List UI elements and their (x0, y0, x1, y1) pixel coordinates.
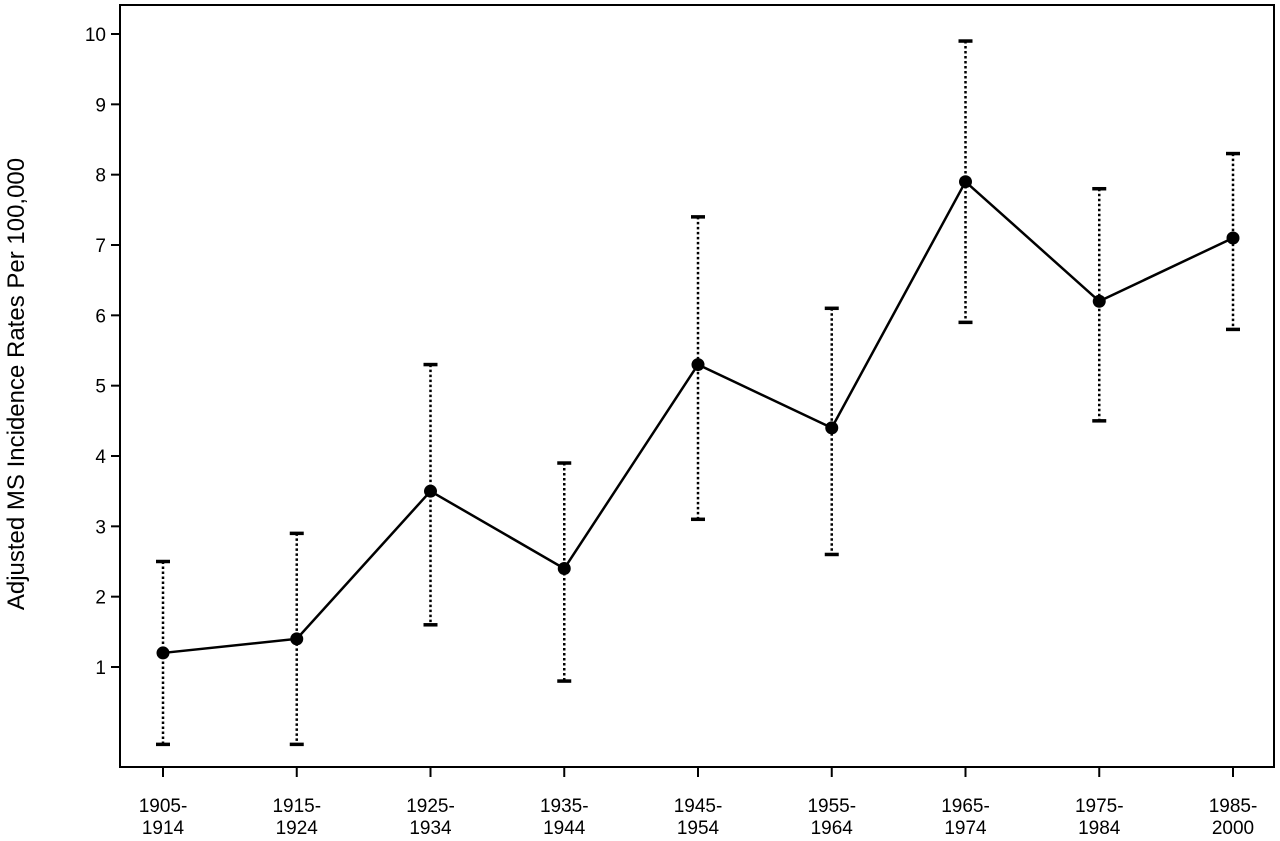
y-tick-label: 1 (95, 658, 106, 679)
y-tick-label: 3 (95, 517, 106, 538)
y-axis-title: Adjusted MS Incidence Rates Per 100,000 (3, 158, 30, 610)
data-point (1092, 294, 1106, 308)
data-point (424, 484, 437, 498)
data-point (959, 175, 972, 189)
y-tick-label: 7 (95, 236, 106, 257)
x-tick-label: 1915-1924 (272, 796, 321, 839)
data-points (156, 175, 1240, 660)
y-tick-label: 6 (95, 306, 106, 327)
x-axis: 1905-1914 1915-1924 1925-1934 1935-1944 1945… (139, 767, 1258, 839)
plot-frame (119, 4, 1275, 768)
x-tick-label: 1945-1954 (674, 796, 723, 839)
data-point (691, 358, 705, 372)
x-tick-label: 1985-2000 (1209, 796, 1258, 839)
error-bars (156, 39, 1240, 747)
x-tick-label: 1925-1934 (406, 796, 455, 839)
x-tick-label: 1935-1944 (540, 796, 589, 839)
x-tick-label: 1955-1964 (807, 796, 856, 839)
data-point (825, 421, 839, 435)
x-tick-label: 1965-1974 (941, 796, 990, 839)
data-point (557, 562, 571, 576)
x-tick-label: 1975-1984 (1075, 796, 1124, 839)
y-tick-label: 9 (95, 95, 106, 116)
y-axis: 1 2 3 4 5 6 7 8 9 10 (85, 25, 120, 679)
y-tick-label: 2 (95, 588, 106, 609)
y-tick-label: 5 (95, 377, 106, 398)
x-tick-label: 1905-1914 (139, 796, 188, 839)
y-tick-label: 8 (95, 166, 106, 187)
y-tick-label: 10 (85, 25, 106, 46)
data-point (156, 646, 170, 660)
data-point (1226, 231, 1240, 245)
y-tick-label: 4 (95, 447, 106, 468)
data-point (290, 632, 304, 646)
